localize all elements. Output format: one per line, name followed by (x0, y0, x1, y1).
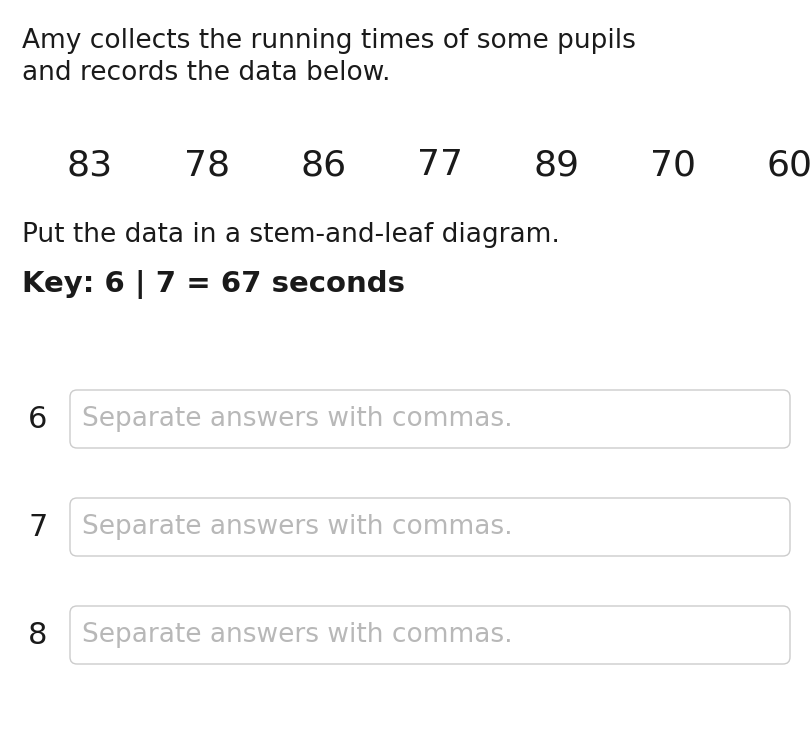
Text: Put the data in a stem-and-leaf diagram.: Put the data in a stem-and-leaf diagram. (22, 222, 560, 248)
Text: 89: 89 (533, 148, 579, 182)
Text: Separate answers with commas.: Separate answers with commas. (82, 406, 512, 432)
Text: 86: 86 (300, 148, 346, 182)
Text: 77: 77 (417, 148, 462, 182)
Text: Separate answers with commas.: Separate answers with commas. (82, 622, 512, 648)
Text: Key: 6 | 7 = 67 seconds: Key: 6 | 7 = 67 seconds (22, 270, 405, 299)
FancyBboxPatch shape (70, 498, 789, 556)
Text: Separate answers with commas.: Separate answers with commas. (82, 514, 512, 540)
FancyBboxPatch shape (70, 606, 789, 664)
Text: 83: 83 (67, 148, 113, 182)
Text: 7: 7 (28, 513, 48, 541)
Text: 6: 6 (28, 404, 48, 434)
Text: and records the data below.: and records the data below. (22, 60, 390, 86)
Text: 8: 8 (28, 621, 48, 649)
Text: 60: 60 (766, 148, 811, 182)
Text: Amy collects the running times of some pupils: Amy collects the running times of some p… (22, 28, 635, 54)
FancyBboxPatch shape (70, 390, 789, 448)
Text: 78: 78 (183, 148, 230, 182)
Text: 70: 70 (650, 148, 696, 182)
